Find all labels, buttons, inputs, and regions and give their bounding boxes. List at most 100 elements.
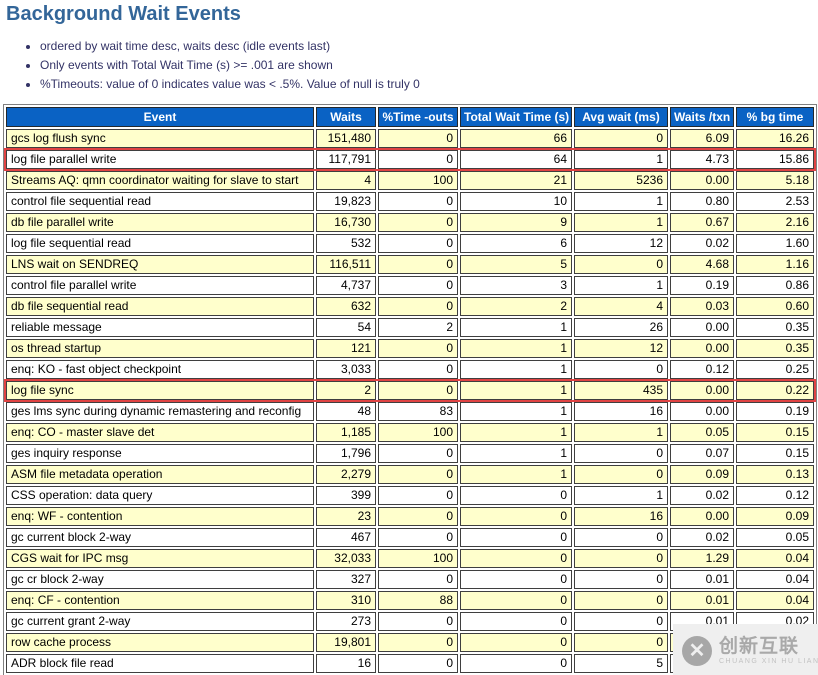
value-cell: 0 [378,339,458,358]
table-row: ges inquiry response 1,796 0 1 0 0.07 0.15 [6,444,814,463]
value-cell: 6.09 [670,129,734,148]
value-cell: 0 [574,360,668,379]
value-cell: 0 [378,381,458,400]
value-cell: 83 [378,402,458,421]
value-cell: 1 [460,360,572,379]
value-cell: 0 [378,444,458,463]
value-cell: 0 [460,486,572,505]
value-cell: 23 [316,507,376,526]
value-cell: 0.01 [670,591,734,610]
value-cell: 0 [378,129,458,148]
value-cell: 1,796 [316,444,376,463]
table-row: log file sequential read 532 0 6 12 0.02 1.60 [6,234,814,253]
value-cell: 4.73 [670,150,734,169]
value-cell: 54 [316,318,376,337]
table-row: Streams AQ: qmn coordinator waiting for … [6,171,814,190]
value-cell: 32,033 [316,549,376,568]
event-cell: log file sequential read [6,234,314,253]
value-cell: 19,823 [316,192,376,211]
value-cell: 1 [574,150,668,169]
value-cell: 100 [378,549,458,568]
value-cell: 0 [378,234,458,253]
value-cell: 21 [460,171,572,190]
value-cell: 0 [460,633,572,652]
value-cell: 0 [378,570,458,589]
value-cell: 0 [574,549,668,568]
value-cell: 2 [460,297,572,316]
table-row: os thread startup 121 0 1 12 0.00 0.35 [6,339,814,358]
value-cell: 2.53 [736,192,814,211]
value-cell: 0.00 [670,339,734,358]
value-cell: 1 [574,486,668,505]
value-cell: 0.00 [670,402,734,421]
value-cell: 467 [316,528,376,547]
value-cell: 0 [574,465,668,484]
value-cell: 0 [574,570,668,589]
value-cell: 327 [316,570,376,589]
table-row: enq: KO - fast object checkpoint 3,033 0 1 0… [6,360,814,379]
value-cell: 12 [574,339,668,358]
value-cell: 0.07 [670,444,734,463]
value-cell: 0 [460,654,572,673]
value-cell: 151,480 [316,129,376,148]
value-cell: 100 [378,171,458,190]
value-cell: 0.60 [736,297,814,316]
value-cell: 0.35 [736,339,814,358]
event-cell: Streams AQ: qmn coordinator waiting for … [6,171,314,190]
value-cell: 0.00 [670,381,734,400]
value-cell: 0.67 [670,213,734,232]
table-row: reliable message 54 2 1 26 0.00 0.35 [6,318,814,337]
table-row: gc cr block 2-way 327 0 0 0 0.01 0.04 [6,570,814,589]
value-cell: 1 [460,381,572,400]
table-row: gc current block 2-way 467 0 0 0 0.02 0.05 [6,528,814,547]
watermark-logo-icon: ✕ [682,636,712,666]
value-cell: 9 [460,213,572,232]
value-cell: 0 [574,612,668,631]
value-cell: 12 [574,234,668,253]
value-cell: 6 [460,234,572,253]
event-cell: CSS operation: data query [6,486,314,505]
table-row: control file sequential read 19,823 0 10 1 0.… [6,192,814,211]
column-header: Total Wait Time (s) [460,107,572,127]
page-title: Background Wait Events [6,3,241,25]
table-row: CSS operation: data query 399 0 0 1 0.02 0.12 [6,486,814,505]
value-cell: 1 [460,465,572,484]
value-cell: 0 [460,612,572,631]
event-cell: control file sequential read [6,192,314,211]
note-item: %Timeouts: value of 0 indicates value wa… [40,77,818,92]
value-cell: 0 [378,465,458,484]
table-row: CGS wait for IPC msg 32,033 100 0 0 1.29 0.04 [6,549,814,568]
value-cell: 0.00 [670,507,734,526]
value-cell: 1 [574,423,668,442]
value-cell: 5.18 [736,171,814,190]
table-row: gc current grant 2-way 273 0 0 0 0.01 0.02 [6,612,814,631]
value-cell: 0.09 [670,465,734,484]
value-cell: 0.25 [736,360,814,379]
column-header: Avg wait (ms) [574,107,668,127]
value-cell: 0.03 [670,297,734,316]
watermark: ✕ 创新互联 CHUANG XIN HU LIAN [673,624,818,675]
value-cell: 16,730 [316,213,376,232]
value-cell: 15.86 [736,150,814,169]
event-cell: ADR block file read [6,654,314,673]
value-cell: 16 [574,402,668,421]
value-cell: 4 [316,171,376,190]
value-cell: 16.26 [736,129,814,148]
value-cell: 1 [574,192,668,211]
value-cell: 0.86 [736,276,814,295]
value-cell: 0.12 [736,486,814,505]
value-cell: 0.35 [736,318,814,337]
table-row: ges lms sync during dynamic remastering … [6,402,814,421]
table-row: log file parallel write 117,791 0 64 1 4.73 15… [4,148,816,171]
value-cell: 16 [574,507,668,526]
table-row: LNS wait on SENDREQ 116,511 0 5 0 4.68 1.16 [6,255,814,274]
event-cell: row cache process [6,633,314,652]
value-cell: 16 [316,654,376,673]
table-body: gcs log flush sync 151,480 0 66 0 6.09 16.26 lo… [4,129,816,675]
event-cell: enq: CF - contention [6,591,314,610]
value-cell: 632 [316,297,376,316]
event-cell: db file parallel write [6,213,314,232]
value-cell: 1 [574,276,668,295]
event-cell: gc current grant 2-way [6,612,314,631]
value-cell: 2 [316,381,376,400]
